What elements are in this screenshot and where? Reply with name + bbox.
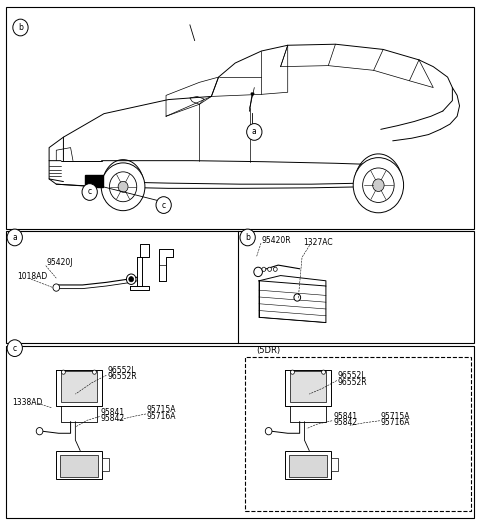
Circle shape	[265, 427, 272, 435]
Text: b: b	[18, 23, 23, 32]
Circle shape	[36, 427, 43, 435]
Text: 95715A: 95715A	[381, 412, 410, 421]
Circle shape	[353, 158, 404, 213]
Circle shape	[254, 267, 263, 277]
Circle shape	[53, 284, 60, 291]
Text: 95715A: 95715A	[147, 405, 177, 414]
Circle shape	[268, 267, 272, 271]
Circle shape	[247, 123, 262, 140]
Text: 95841: 95841	[101, 408, 125, 417]
Bar	[6, 346, 474, 518]
Bar	[6, 7, 474, 228]
Circle shape	[262, 267, 266, 271]
Circle shape	[363, 168, 394, 203]
Circle shape	[61, 370, 65, 374]
Text: 96552L: 96552L	[108, 366, 136, 375]
Circle shape	[322, 370, 325, 374]
Circle shape	[101, 163, 145, 211]
Bar	[289, 455, 327, 477]
Text: 95841: 95841	[333, 412, 357, 421]
Bar	[285, 450, 331, 479]
Circle shape	[294, 294, 300, 301]
Bar	[331, 458, 338, 471]
Text: 95842: 95842	[333, 418, 357, 427]
Bar	[290, 371, 326, 402]
Bar	[61, 371, 97, 402]
Circle shape	[156, 197, 171, 213]
Bar	[85, 175, 103, 187]
Text: 96552L: 96552L	[338, 371, 366, 381]
Bar	[245, 356, 471, 510]
Circle shape	[7, 229, 23, 246]
Circle shape	[129, 277, 133, 282]
Circle shape	[82, 184, 97, 201]
Text: 96552R: 96552R	[108, 372, 137, 382]
Text: 95716A: 95716A	[381, 418, 410, 427]
Circle shape	[7, 340, 23, 356]
Text: b: b	[245, 233, 250, 242]
Text: c: c	[162, 201, 166, 209]
Text: 1018AD: 1018AD	[17, 272, 48, 281]
Circle shape	[290, 370, 294, 374]
Text: c: c	[88, 187, 92, 196]
Circle shape	[274, 267, 277, 271]
Text: c: c	[12, 344, 17, 353]
Circle shape	[13, 19, 28, 36]
Circle shape	[240, 229, 255, 246]
Text: a: a	[12, 233, 17, 242]
Text: a: a	[252, 128, 257, 136]
Circle shape	[118, 181, 128, 192]
Text: 1338AD: 1338AD	[12, 397, 42, 406]
Bar	[56, 450, 102, 479]
Bar	[60, 455, 98, 477]
Circle shape	[372, 179, 384, 192]
Circle shape	[93, 370, 96, 374]
Text: 95420R: 95420R	[262, 236, 291, 245]
Bar	[102, 458, 109, 471]
Text: (5DR): (5DR)	[257, 346, 281, 355]
Text: 1327AC: 1327AC	[303, 238, 333, 247]
Text: 95842: 95842	[101, 414, 125, 423]
Text: 95420J: 95420J	[47, 258, 73, 267]
Circle shape	[109, 172, 137, 202]
Circle shape	[126, 274, 136, 285]
Bar	[6, 231, 474, 343]
Text: 96552R: 96552R	[338, 377, 368, 387]
Text: 95716A: 95716A	[147, 412, 177, 421]
